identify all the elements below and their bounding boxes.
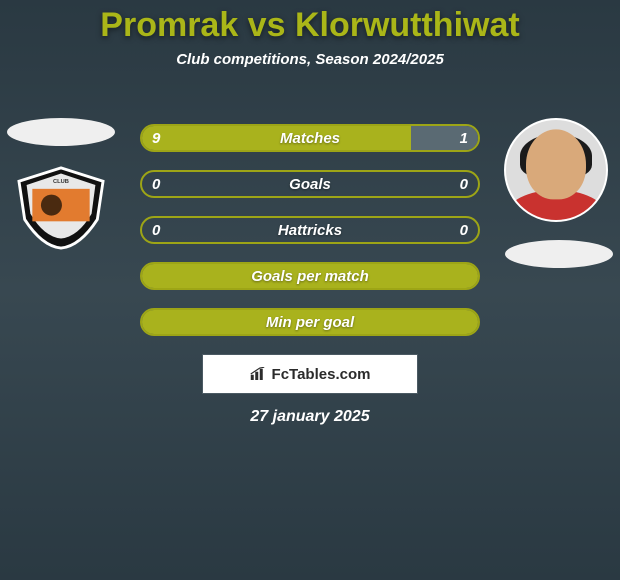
footer-date: 27 january 2025	[0, 408, 620, 426]
watermark-box: FcTables.com	[202, 354, 418, 394]
left-player-column: CLUB	[6, 118, 116, 250]
watermark-text: FcTables.com	[272, 366, 371, 383]
stat-bar: Goals0 0	[140, 170, 480, 198]
comparison-bars: Matches91Goals00Hattricks00Goals per mat…	[140, 124, 480, 354]
stat-bar-right-value: 0	[460, 218, 468, 242]
right-player-column	[504, 118, 614, 268]
stat-bar-left-value: 0	[152, 218, 160, 242]
stat-bar-label: Matches	[142, 126, 478, 150]
left-player-avatar-placeholder	[7, 118, 115, 146]
page-title: Promrak vs Klorwutthiwat	[0, 6, 620, 45]
right-club-badge-placeholder	[505, 240, 613, 268]
stat-bar-label: Goals	[142, 172, 478, 196]
stat-bar-right-value: 1	[460, 126, 468, 150]
stat-bar: Hattricks0 0	[140, 216, 480, 244]
stat-bar-right-value: 0	[460, 172, 468, 196]
svg-text:CLUB: CLUB	[53, 179, 69, 185]
stat-bar-left-value: 9	[152, 126, 160, 150]
left-club-badge: CLUB	[13, 164, 109, 250]
stat-bar-label: Goals per match	[142, 264, 478, 288]
page-subtitle: Club competitions, Season 2024/2025	[0, 51, 620, 68]
stat-bar-left-value: 0	[152, 172, 160, 196]
stat-bar: Min per goal	[140, 308, 480, 336]
stat-bar: Goals per match	[140, 262, 480, 290]
right-player-avatar	[504, 118, 608, 222]
stat-bar: Matches9 1	[140, 124, 480, 152]
stat-bar-label: Min per goal	[142, 310, 478, 334]
header: Promrak vs Klorwutthiwat Club competitio…	[0, 0, 620, 68]
bar-chart-icon	[250, 367, 268, 381]
stat-bar-label: Hattricks	[142, 218, 478, 242]
